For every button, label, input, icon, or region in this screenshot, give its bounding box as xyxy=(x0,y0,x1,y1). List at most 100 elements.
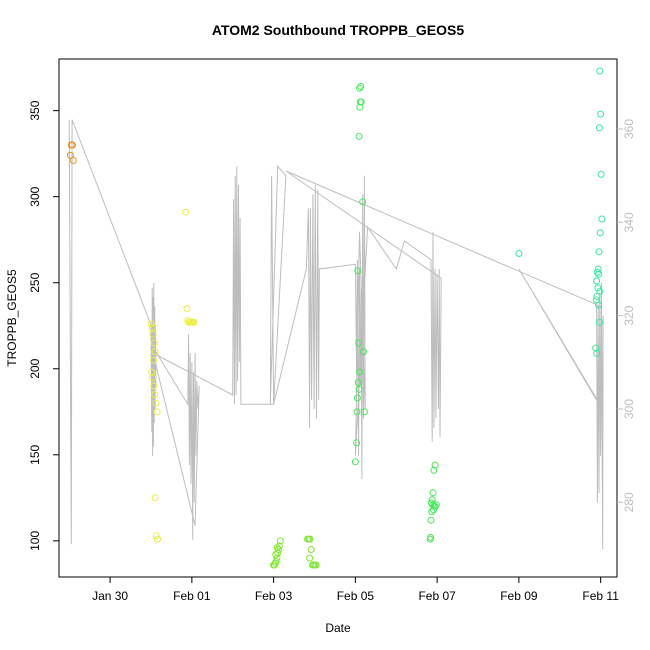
point-s4-6 xyxy=(596,229,604,237)
y-axis-label: TROPPB_GEOS5 xyxy=(5,269,19,367)
point-s3-16 xyxy=(353,439,361,447)
point-s3-11 xyxy=(354,379,362,386)
point-s4-18 xyxy=(592,344,600,352)
point-s3-26 xyxy=(432,501,440,509)
y2-tick-label-1: 300 xyxy=(622,399,636,419)
point-s0-3 xyxy=(69,157,77,164)
point-s0-2 xyxy=(66,151,74,159)
point-s3-17 xyxy=(351,458,359,466)
point-s3-5 xyxy=(355,132,363,140)
point-s1-22 xyxy=(190,318,198,326)
point-s3-25 xyxy=(431,502,439,510)
y2-tick-label-2: 320 xyxy=(622,305,636,325)
point-s1-11 xyxy=(153,408,161,416)
x-axis: Jan 30 Feb 01 Feb 03 Feb 05 Feb 07 Feb 09 Feb … xyxy=(92,577,619,603)
point-s3-7 xyxy=(354,267,362,275)
point-s3-31 xyxy=(426,535,434,543)
point-s3-4 xyxy=(356,103,364,111)
point-s0-1 xyxy=(69,141,76,149)
point-s3-6 xyxy=(359,198,367,206)
point-s4-12 xyxy=(594,284,602,292)
y-tick-label-2: 200 xyxy=(28,358,42,378)
point-s4-1 xyxy=(596,67,604,75)
point-s3-29 xyxy=(427,516,435,524)
point-s4-4 xyxy=(597,170,605,178)
point-s3-14 xyxy=(353,408,361,416)
x-tick-label-1: Feb 01 xyxy=(173,589,211,603)
x-axis-label: Date xyxy=(325,621,351,635)
point-s1-1 xyxy=(148,324,156,331)
point-s2-14 xyxy=(307,546,315,553)
point-s1-6 xyxy=(148,368,156,376)
point-s3-19 xyxy=(430,466,438,474)
point-s3-8 xyxy=(355,339,363,347)
point-s3-12 xyxy=(355,385,363,393)
point-s1-10 xyxy=(152,399,160,407)
point-s4-19 xyxy=(593,349,601,357)
y-tick-label-1: 150 xyxy=(28,444,42,464)
point-s1-7 xyxy=(149,373,157,381)
point-s2-8 xyxy=(276,537,284,545)
point-s1-15 xyxy=(182,208,190,216)
point-s4-8 xyxy=(594,265,602,273)
point-s2-15 xyxy=(306,554,314,562)
x-tick-label-4: Feb 07 xyxy=(418,589,456,603)
y-tick-label-0: 100 xyxy=(28,531,42,551)
point-s4-5 xyxy=(598,215,606,223)
y-tick-label-3: 250 xyxy=(28,272,42,292)
x-tick-label-3: Feb 05 xyxy=(337,589,375,603)
point-s4-10 xyxy=(595,270,603,278)
y-tick-label-5: 350 xyxy=(28,100,42,120)
point-s3-28 xyxy=(428,508,436,516)
x-tick-label-5: Feb 09 xyxy=(500,589,538,603)
y2-tick-label-0: 280 xyxy=(622,492,636,512)
point-s1-8 xyxy=(150,382,158,390)
point-s3-15 xyxy=(360,408,368,416)
y-tick-label-4: 300 xyxy=(28,186,42,206)
point-s4-3 xyxy=(595,124,603,132)
point-s2-4 xyxy=(273,554,281,562)
point-s3-13 xyxy=(353,394,361,402)
x-tick-label-2: Feb 03 xyxy=(255,589,293,603)
point-s3-27 xyxy=(430,506,437,514)
point-s4-7 xyxy=(595,248,603,256)
y-axis: 100 150 200 250 300 350 xyxy=(28,100,59,551)
point-s1-13 xyxy=(152,532,160,540)
point-s1-3 xyxy=(150,339,158,347)
y2-axis: 280 300 320 340 360 xyxy=(617,119,636,512)
point-s3-1 xyxy=(357,83,365,90)
point-s2-10 xyxy=(273,544,281,552)
x-tick-label-0: Jan 30 xyxy=(92,589,128,603)
point-s4-0 xyxy=(515,250,523,257)
point-s3-10 xyxy=(356,368,363,376)
point-s4-13 xyxy=(596,287,604,295)
point-s4-14 xyxy=(593,293,601,300)
point-s1-12 xyxy=(151,494,159,502)
point-s2-7 xyxy=(275,542,283,550)
point-s3-20 xyxy=(429,489,437,497)
scatter-points xyxy=(66,67,606,569)
point-s4-9 xyxy=(593,268,601,276)
troppb-line-path xyxy=(68,119,604,550)
point-s1-4 xyxy=(151,348,159,356)
point-s1-0 xyxy=(147,320,155,328)
point-s1-16 xyxy=(183,305,191,312)
point-s2-19 xyxy=(312,561,320,569)
point-s4-11 xyxy=(593,277,601,285)
troppb-line xyxy=(68,119,604,550)
point-s1-5 xyxy=(149,356,157,364)
point-s2-9 xyxy=(272,551,280,559)
point-s1-9 xyxy=(151,391,159,399)
point-s3-3 xyxy=(357,98,365,106)
point-s3-18 xyxy=(431,461,439,469)
point-s2-3 xyxy=(272,558,280,565)
point-s2-13 xyxy=(306,535,314,543)
plot-frame xyxy=(58,58,618,578)
point-s2-5 xyxy=(274,549,282,557)
y2-tick-label-3: 340 xyxy=(622,212,636,232)
point-s3-0 xyxy=(356,84,363,92)
point-s1-14 xyxy=(154,535,161,543)
point-s4-16 xyxy=(595,301,603,309)
point-s1-2 xyxy=(149,330,157,338)
